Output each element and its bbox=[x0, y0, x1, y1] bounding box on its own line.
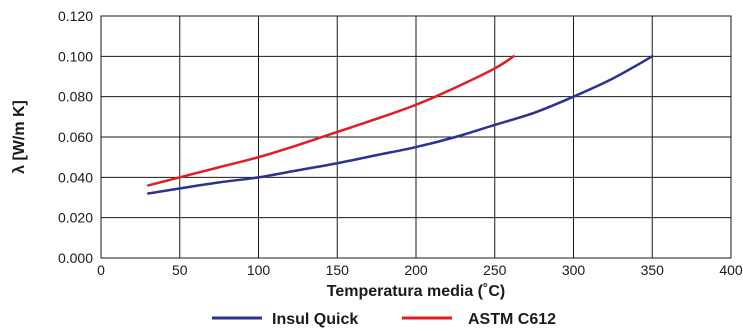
grid bbox=[101, 16, 731, 258]
legend-label-astm-c612: ASTM C612 bbox=[468, 311, 556, 328]
y-tick-label: 0.020 bbox=[58, 210, 93, 226]
legend-label-insul-quick: Insul Quick bbox=[272, 311, 358, 328]
x-tick-label: 300 bbox=[562, 262, 586, 278]
x-tick-label: 100 bbox=[247, 262, 271, 278]
x-axis-title: Temperatura media (˚C) bbox=[327, 283, 505, 300]
y-tick-label: 0.060 bbox=[58, 129, 93, 145]
legend: Insul Quick ASTM C612 bbox=[212, 311, 556, 328]
series-line-astm-c612 bbox=[147, 55, 515, 187]
x-tick-label: 250 bbox=[483, 262, 507, 278]
y-axis-title: λ [W/m K] bbox=[11, 100, 28, 174]
x-tick-label: 150 bbox=[326, 262, 350, 278]
y-tick-label: 0.120 bbox=[58, 8, 93, 24]
x-tick-label: 0 bbox=[97, 262, 105, 278]
y-tick-label: 0.000 bbox=[58, 250, 93, 266]
x-tick-label: 50 bbox=[172, 262, 188, 278]
y-tick-label: 0.100 bbox=[58, 48, 93, 64]
plot-frame bbox=[100, 15, 732, 259]
series-line-insul-quick bbox=[147, 55, 654, 195]
tick-labels: 0 50 100 150 200 250 300 350 400 0.000 0.020 0.040 0… bbox=[58, 8, 743, 278]
x-tick-label: 400 bbox=[719, 262, 743, 278]
x-tick-label: 200 bbox=[404, 262, 428, 278]
x-tick-label: 350 bbox=[641, 262, 665, 278]
y-tick-label: 0.080 bbox=[58, 89, 93, 105]
y-tick-label: 0.040 bbox=[58, 169, 93, 185]
series-layer bbox=[147, 55, 654, 195]
